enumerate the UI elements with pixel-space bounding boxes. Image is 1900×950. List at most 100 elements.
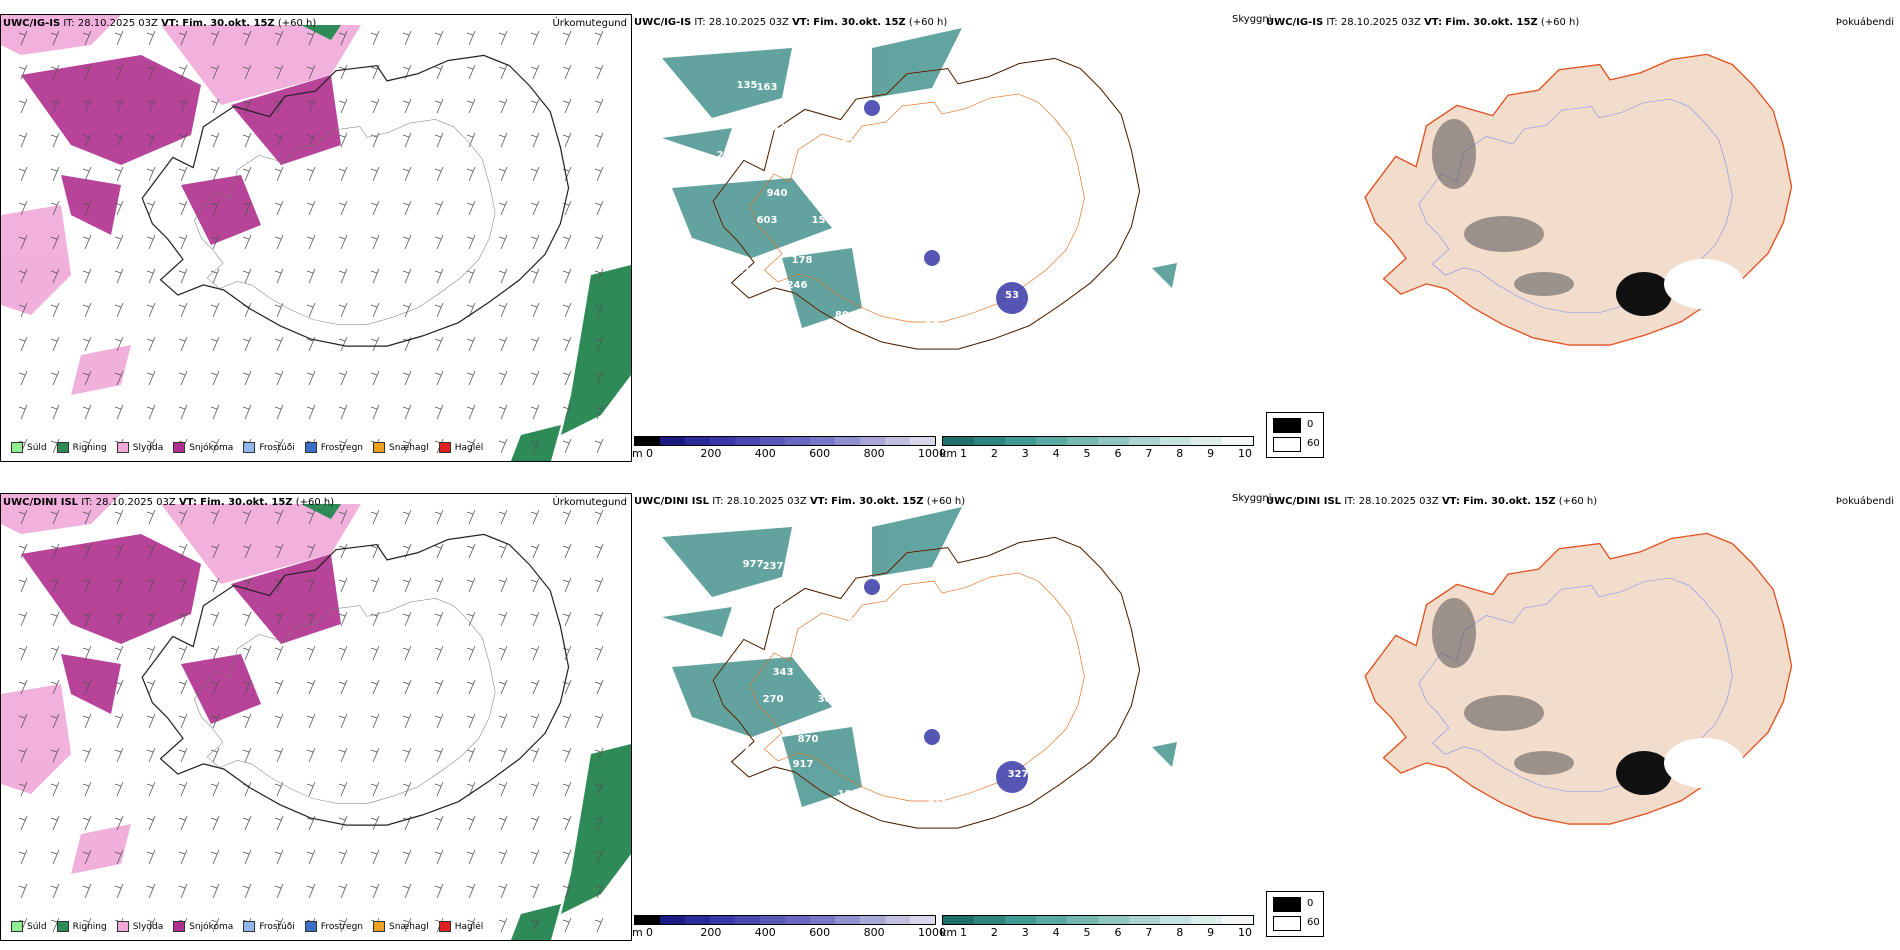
scale-tick-label: 0	[646, 926, 653, 939]
wind-barb	[306, 577, 316, 593]
wind-barb	[242, 200, 252, 216]
wind-barb	[562, 577, 572, 593]
visibility-label: 125	[862, 295, 883, 306]
wind-barb	[178, 64, 188, 80]
wind-barb	[274, 883, 284, 899]
visibility-label: 972	[928, 794, 949, 805]
wind-barb	[338, 577, 348, 593]
wind-barb	[562, 200, 572, 216]
wind-barb	[82, 370, 92, 386]
wind-barb	[370, 645, 380, 661]
wind-barb	[146, 849, 156, 865]
wind-barb	[530, 370, 540, 386]
scale-tick-label: 9	[1207, 447, 1215, 460]
wind-barb	[498, 268, 508, 284]
wind-barb	[274, 611, 284, 627]
wind-barb	[210, 336, 220, 352]
wind-barb	[530, 64, 540, 80]
wind-barb	[498, 917, 508, 933]
visibility-colorbar	[942, 915, 1254, 925]
wind-barb	[370, 404, 380, 420]
wind-barb	[178, 713, 188, 729]
visibility-label: 870	[798, 734, 819, 745]
wind-barb	[210, 645, 220, 661]
wind-barb	[114, 404, 124, 420]
visibility-label: 343	[773, 667, 794, 678]
wind-barb	[434, 166, 444, 182]
scale-tick-label: 4	[1052, 447, 1060, 460]
wind-barb	[18, 30, 28, 46]
wind-barb	[18, 64, 28, 80]
visibility-label: 301	[818, 694, 839, 705]
wind-barb	[146, 883, 156, 899]
fog-shading	[1432, 598, 1574, 775]
visibility-map: 135 163 824 238 308 214 940 229 109 127 603 150 371 1…	[652, 28, 1177, 361]
wind-barb	[274, 64, 284, 80]
wind-barb	[434, 98, 444, 114]
wind-barb	[306, 509, 316, 525]
lead-time: (+60 h)	[295, 497, 335, 508]
visibility-label: 229	[837, 170, 858, 181]
wind-barb	[146, 370, 156, 386]
panel-title: Þokuábendi	[1835, 17, 1894, 28]
scale-tick-label: 2	[990, 926, 998, 939]
wind-barb	[82, 438, 92, 454]
wind-barb	[18, 679, 28, 695]
wind-barb	[114, 370, 124, 386]
wind-barb	[370, 336, 380, 352]
wind-barb	[434, 234, 444, 250]
wind-barb	[114, 883, 124, 899]
visibility-label: 745	[868, 659, 889, 670]
wind-barb	[18, 268, 28, 284]
wind-barb	[466, 747, 476, 763]
wind-barb	[50, 64, 60, 80]
scale-tick-label: 1	[960, 926, 967, 939]
visibility-label: 246	[787, 280, 808, 291]
wind-barb	[434, 30, 444, 46]
wind-barb	[434, 370, 444, 386]
scale-tick-label: 400	[754, 926, 776, 939]
wind-barb	[146, 438, 156, 454]
wind-barb	[274, 438, 284, 454]
wind-barb	[338, 509, 348, 525]
wind-barb	[274, 336, 284, 352]
wind-barb	[466, 713, 476, 729]
scale-tick-label: 800	[863, 926, 885, 939]
visibility-label: 96	[925, 315, 939, 326]
wind-barb	[402, 268, 412, 284]
wind-barb	[210, 543, 220, 559]
scale-tick-label: 9	[1207, 926, 1215, 939]
wind-barb	[338, 234, 348, 250]
visibility-label: 109	[862, 180, 883, 191]
wind-barb	[50, 336, 60, 352]
header: UWC/DINI ISL IT: 28.10.2025 03Z VT: Fim.…	[1266, 496, 1598, 507]
wind-barb	[50, 302, 60, 318]
wind-barb	[82, 917, 92, 933]
ceiling-cells	[864, 100, 1028, 314]
wind-barb	[306, 30, 316, 46]
wind-barb	[530, 815, 540, 831]
scale-tick-label: 7	[1145, 926, 1153, 939]
wind-barb	[594, 370, 604, 386]
wind-barb	[242, 336, 252, 352]
wind-barb	[242, 577, 252, 593]
wind-barb	[82, 611, 92, 627]
wind-barb	[562, 132, 572, 148]
wind-barb	[498, 336, 508, 352]
wind-barb	[370, 679, 380, 695]
wind-barb	[594, 336, 604, 352]
wind-barb	[178, 543, 188, 559]
wind-barb	[402, 679, 412, 695]
wind-barb	[594, 234, 604, 250]
scale-tick-label: 6	[1114, 926, 1122, 939]
wind-barb	[594, 132, 604, 148]
wind-barb	[210, 438, 220, 454]
header: UWC/IG-IS IT: 28.10.2025 03Z VT: Fim. 30…	[3, 18, 317, 29]
precip-snow-areas	[21, 55, 341, 245]
wind-barb	[50, 543, 60, 559]
wind-barb	[530, 849, 540, 865]
wind-barb	[530, 336, 540, 352]
wind-barb	[562, 781, 572, 797]
scale-tick-label: 1000	[918, 926, 946, 939]
wind-barbs	[18, 30, 604, 454]
